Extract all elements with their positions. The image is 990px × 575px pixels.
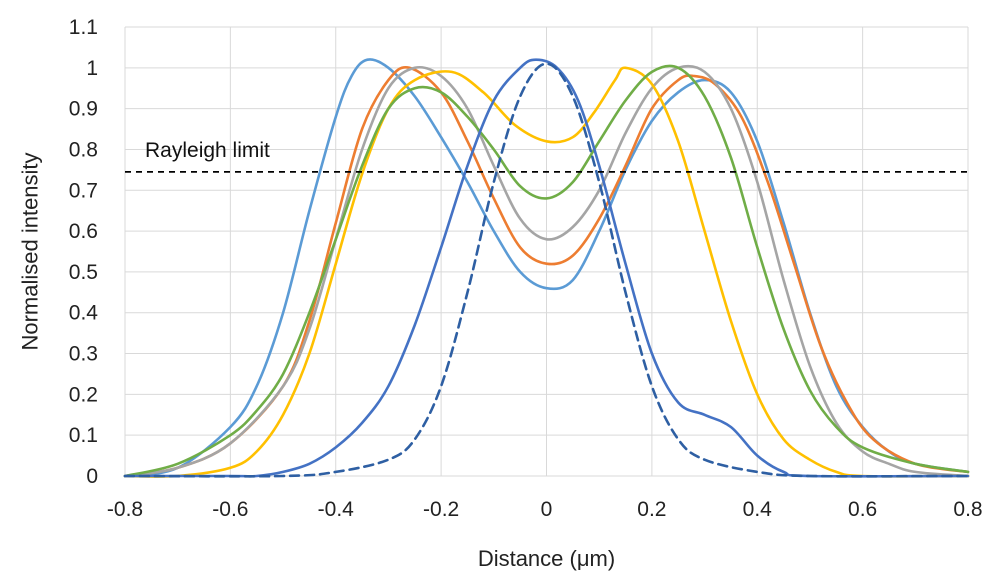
- grid: [124, 26, 969, 477]
- x-tick-label: -0.6: [212, 498, 248, 521]
- x-tick-label: -0.4: [318, 498, 355, 521]
- y-tick-label: 0.7: [69, 179, 98, 202]
- x-tick-label: 0: [541, 498, 553, 521]
- y-tick-label: 0.1: [69, 424, 98, 447]
- y-tick-labels: 0 0.1 0.2 0.3 0.4 0.5 0.6 0.7 0.8 0.9 1 1.1: [69, 16, 99, 488]
- series-line-4: [123, 66, 970, 478]
- y-axis-title: Normalised intensity: [18, 152, 43, 350]
- y-tick-label: 0.4: [69, 302, 99, 325]
- y-tick-label: 1: [86, 57, 98, 80]
- rayleigh-limit-label: Rayleigh limit: [145, 139, 270, 162]
- y-tick-label: 0: [86, 465, 98, 488]
- series-line-3: [123, 64, 970, 478]
- x-tick-label: 0.4: [743, 498, 773, 521]
- reference-layer: Rayleigh limit: [125, 139, 968, 173]
- y-tick-label: 0.6: [69, 220, 98, 243]
- x-tick-label: -0.2: [423, 498, 459, 521]
- series-line-5: [123, 64, 970, 478]
- y-tick-label: 0.8: [69, 138, 98, 161]
- x-tick-label: 0.8: [953, 498, 982, 521]
- x-axis-title: Distance (μm): [478, 546, 615, 571]
- x-tick-label: 0.6: [848, 498, 877, 521]
- y-tick-label: 0.5: [69, 261, 98, 284]
- x-tick-label: -0.8: [107, 498, 143, 521]
- y-tick-label: 0.2: [69, 383, 98, 406]
- y-tick-label: 1.1: [69, 16, 98, 39]
- y-tick-label: 0.3: [69, 343, 98, 366]
- series-line-6: [123, 58, 970, 478]
- y-tick-label: 0.9: [69, 98, 98, 121]
- x-tick-labels: -0.8 -0.6 -0.4 -0.2 0 0.2 0.4 0.6 0.8: [107, 498, 983, 521]
- series-line-7: [123, 62, 970, 478]
- x-tick-label: 0.2: [637, 498, 666, 521]
- series-layer: [123, 58, 970, 478]
